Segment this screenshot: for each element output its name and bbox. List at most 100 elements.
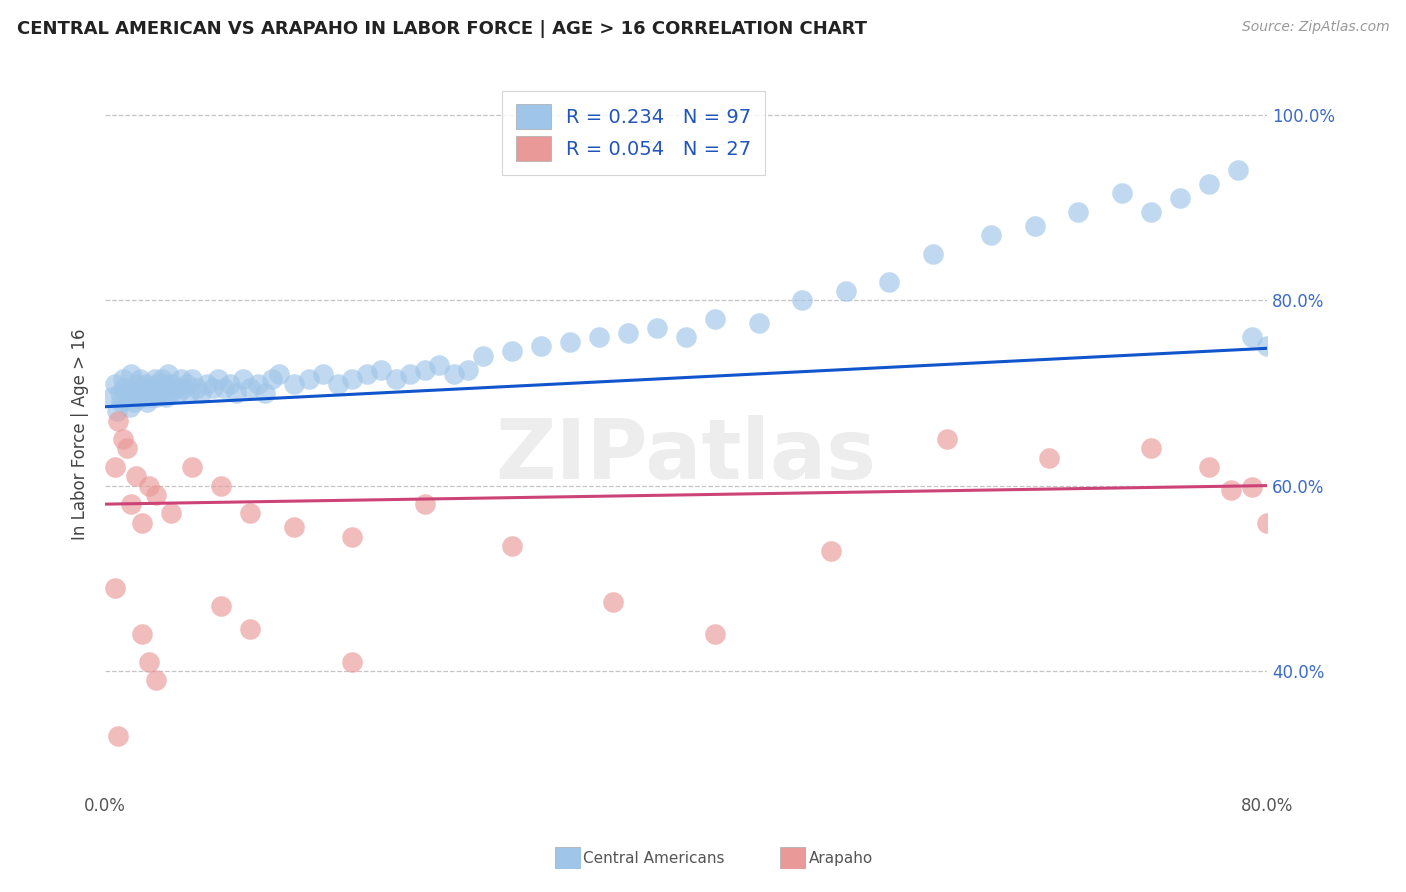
Point [153,376,176,391]
Point [145,673,167,688]
Point [530,339,553,353]
Point [179,385,201,400]
Point [173,381,195,395]
Point [1168,191,1191,205]
Point [132,381,155,395]
Point [792,293,814,307]
Point [269,368,291,382]
Point [384,372,406,386]
Point [138,655,160,669]
Point [602,594,624,608]
Point [501,539,523,553]
Point [120,497,142,511]
Point [980,228,1002,243]
Point [1111,186,1133,201]
Point [558,334,581,349]
Text: Central Americans: Central Americans [583,851,725,865]
Point [131,391,153,405]
Point [1198,177,1220,191]
Point [111,432,134,446]
Point [152,385,174,400]
Point [312,368,335,382]
Point [370,362,392,376]
Point [104,460,127,475]
Point [340,530,363,544]
Point [1256,516,1278,530]
Point [108,385,131,400]
Point [283,520,305,534]
Point [139,391,162,405]
Point [131,627,153,641]
Point [115,385,138,400]
Point [160,376,183,391]
Point [413,362,436,376]
Point [156,368,179,382]
Point [145,391,167,405]
Point [155,391,177,405]
Point [1241,330,1264,344]
Point [704,311,727,326]
Point [820,543,842,558]
Point [340,372,363,386]
Point [457,362,479,376]
Point [443,368,465,382]
Point [239,381,262,395]
Point [1256,339,1278,353]
Point [117,391,139,405]
Point [110,395,132,409]
Point [232,372,254,386]
Point [835,284,858,298]
Point [125,391,148,405]
Point [239,623,262,637]
Point [112,381,135,395]
Point [879,275,901,289]
Point [146,376,169,391]
Point [186,381,208,395]
Y-axis label: In Labor Force | Age > 16: In Labor Force | Age > 16 [72,329,89,541]
Point [399,368,422,382]
Point [413,497,436,511]
Point [1226,163,1249,178]
Point [340,655,363,669]
Point [148,385,170,400]
Point [207,372,229,386]
Point [149,381,172,395]
Point [107,729,129,743]
Point [118,400,141,414]
Point [138,385,160,400]
Point [239,507,262,521]
Point [704,627,727,641]
Point [297,372,319,386]
Point [501,344,523,359]
Point [141,381,163,395]
Point [111,372,134,386]
Point [748,316,770,330]
Point [101,391,124,405]
Text: CENTRAL AMERICAN VS ARAPAHO IN LABOR FORCE | AGE > 16 CORRELATION CHART: CENTRAL AMERICAN VS ARAPAHO IN LABOR FOR… [17,20,868,37]
Point [159,385,181,400]
Point [145,488,167,502]
Point [1219,483,1241,498]
Text: ZIPatlas: ZIPatlas [495,416,876,497]
Point [135,376,157,391]
Point [675,330,697,344]
Point [121,385,143,400]
Point [262,372,284,386]
Point [129,372,152,386]
Point [163,381,186,395]
Point [104,376,127,391]
Point [209,478,232,492]
Point [136,395,159,409]
Point [922,246,945,260]
Point [105,404,128,418]
Point [225,385,247,400]
Point [138,478,160,492]
Point [1038,450,1060,465]
Point [166,385,188,400]
Point [214,381,236,395]
Point [201,381,224,395]
Point [427,358,450,372]
Point [134,385,156,400]
Point [143,372,166,386]
Point [127,376,149,391]
